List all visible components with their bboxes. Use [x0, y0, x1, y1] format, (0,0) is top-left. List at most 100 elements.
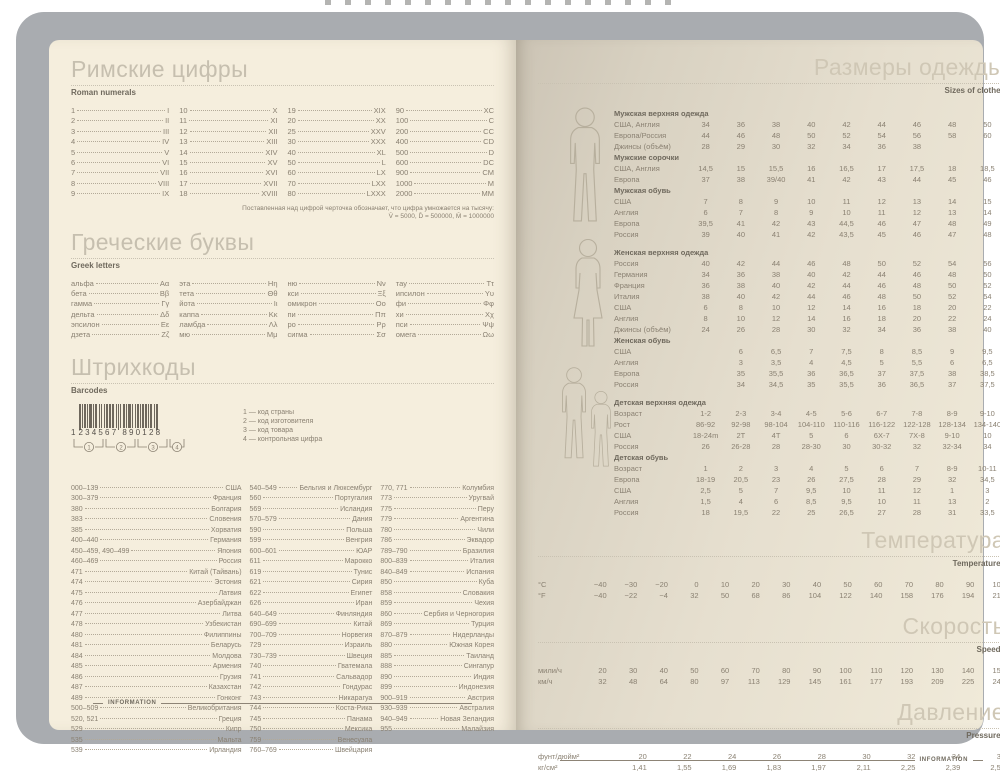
- country-code-row: 940–949 Новая Зеландия: [380, 716, 494, 727]
- size-cell: 11: [877, 208, 886, 217]
- country-code-key: 880: [380, 642, 392, 650]
- country-code-key: 621: [249, 579, 262, 587]
- size-cell: 35,5: [768, 369, 784, 378]
- greek-row: хи Χχ: [396, 310, 494, 320]
- leader-dots: [189, 193, 260, 195]
- barcode-marker-1: 1: [87, 445, 91, 451]
- country-code-row: 529 Кипр: [71, 726, 242, 737]
- greek-key: эта: [179, 278, 191, 288]
- leader-dots: [394, 539, 465, 541]
- size-cell: 26,5: [839, 508, 854, 517]
- country-code-value: Гватемала: [337, 663, 373, 671]
- leader-dots: [263, 738, 336, 740]
- size-cell: 11: [877, 486, 886, 495]
- size-cell: 9: [773, 197, 779, 206]
- leader-dots: [263, 686, 341, 688]
- country-code-value: Норвегия: [341, 631, 373, 639]
- size-row: Россия 39 40 41 42 43,5 45 46 47 48: [614, 229, 1000, 240]
- greek-row: тета Θθ: [179, 289, 277, 299]
- size-cell: 38: [736, 281, 745, 290]
- leader-dots: [263, 728, 343, 730]
- size-row-label: Рост: [614, 420, 631, 429]
- conversion-cell: 80: [935, 580, 944, 589]
- country-code-row: 471 Китай (Тайвань): [71, 569, 242, 580]
- roman-row: 13 XIII: [179, 137, 277, 147]
- section-title-speed: Скорость: [902, 613, 1000, 639]
- greek-key: каппа: [179, 309, 200, 319]
- greek-row: бета Ββ: [71, 289, 169, 299]
- country-code-row: 560 Португалия: [250, 495, 373, 506]
- greek-key: мю: [179, 330, 191, 340]
- country-code-key: 383: [71, 516, 83, 524]
- country-code-key: 930–939: [380, 705, 408, 713]
- country-code-value: Дания: [352, 516, 373, 524]
- country-code-value: Гонконг: [216, 694, 242, 702]
- conversion-row: °C −40 −30 −20 0 10 20 30 40 50 60 70 80 90 100: [538, 579, 1000, 590]
- size-cell: 44: [842, 281, 851, 290]
- size-row-label: Европа: [614, 219, 640, 228]
- size-cell: 50: [807, 131, 816, 140]
- leader-dots: [409, 707, 458, 709]
- conversion-cell: 2,53: [990, 763, 1000, 772]
- size-row: Европа 35 35,5 36 36,5 37 37,5 38 38,5: [614, 368, 1000, 379]
- country-code-value: Австрия: [467, 694, 494, 702]
- size-cell: 42: [842, 270, 851, 279]
- country-code-value: Колумбия: [462, 484, 494, 492]
- size-cell: 9: [950, 347, 955, 356]
- country-code-key: 535: [71, 736, 83, 744]
- greek-row: пси Ψψ: [396, 320, 494, 330]
- size-cell: 13: [912, 197, 922, 206]
- country-code-value: Испания: [466, 568, 494, 576]
- roman-key: 90: [395, 106, 405, 115]
- roman-value: XXX: [370, 137, 386, 147]
- size-cell: 28-30: [801, 442, 821, 451]
- size-cell: 134-140: [973, 420, 1000, 429]
- roman-value: I: [167, 106, 170, 115]
- size-row: Джинсы (объём) 24 26 28 30 32 34 36 38 40: [614, 324, 1000, 335]
- barcode-digit-prefix: 1: [71, 427, 76, 437]
- size-cell: 27,5: [839, 475, 854, 484]
- temperature-table: °C −40 −30 −20 0 10 20 30 40 50 60 70 80 90 100 °F −40 −2…: [538, 579, 1000, 601]
- roman-value: CC: [483, 126, 494, 136]
- leader-dots: [263, 644, 343, 646]
- country-code-value: Турция: [471, 621, 494, 629]
- size-cell: 28: [912, 508, 922, 517]
- country-code-key: 780: [380, 526, 392, 534]
- size-cell: 104-110: [797, 420, 825, 429]
- roman-row: 70 LXX: [288, 179, 386, 189]
- leader-dots: [131, 549, 216, 551]
- leader-dots: [196, 303, 272, 305]
- size-cell: 35: [807, 380, 816, 389]
- size-cell: 26: [736, 325, 745, 334]
- size-cell: 22: [983, 303, 992, 312]
- conversion-cell: 2,25: [900, 763, 916, 772]
- size-cell: 14: [807, 314, 816, 323]
- roman-value: LXX: [371, 178, 386, 188]
- size-row: США, Англия 14,5 15 15,5 16 16,5 17 17,5 18 18,5: [614, 163, 1000, 174]
- size-row-label: США: [614, 486, 632, 495]
- country-code-value: Беларусь: [210, 642, 242, 650]
- section-subtitle-pressure: Pressures: [966, 731, 1000, 740]
- country-code-row: 475 Латвия: [71, 590, 242, 601]
- size-row: Россия 26 26-28 28 28-30 30 30-32 32 32-34 34: [614, 441, 1000, 452]
- size-cell: 38: [701, 292, 710, 301]
- size-cell: 34: [736, 380, 745, 389]
- roman-row: 11 XI: [179, 116, 277, 126]
- size-cell: 86-92: [696, 420, 716, 429]
- conversion-cell: 32: [690, 591, 699, 600]
- greek-value: Αα: [159, 278, 170, 288]
- conversion-cell: 20: [598, 666, 607, 675]
- conversion-cell: 104: [808, 591, 822, 600]
- size-cell: 4: [809, 464, 814, 473]
- greek-row: ипсилон Υυ: [396, 289, 494, 299]
- conversion-cell: 30: [628, 666, 638, 675]
- country-code-row: 621 Сирия: [250, 579, 373, 590]
- size-cell: 14: [947, 197, 957, 206]
- size-cell: 20: [947, 303, 957, 312]
- size-cell: 18: [701, 508, 710, 517]
- leader-dots: [297, 120, 374, 122]
- size-cell: 2-3: [735, 409, 747, 418]
- conversion-cell: 225: [961, 677, 975, 686]
- country-code-row: 900–919 Австрия: [380, 695, 494, 706]
- size-row: Мужская верхняя одежда: [614, 108, 1000, 119]
